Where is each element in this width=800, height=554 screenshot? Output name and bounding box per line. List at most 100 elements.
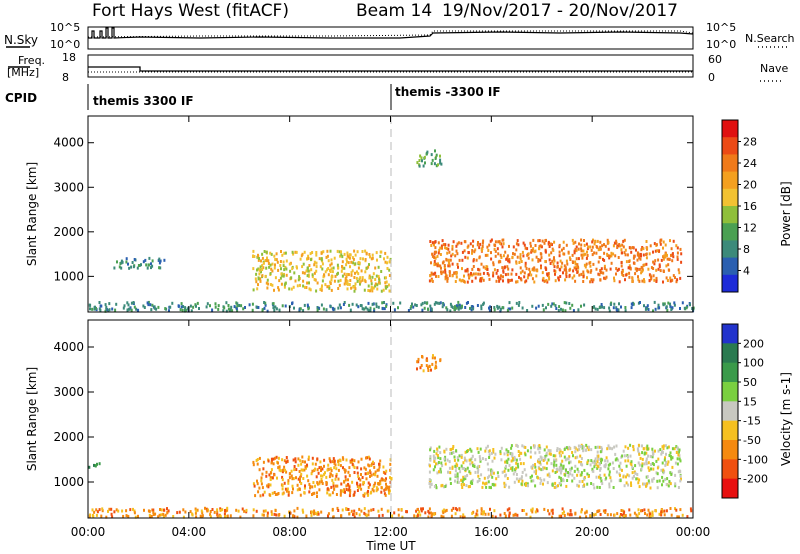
echo-cell — [494, 240, 497, 244]
echo-cell — [332, 484, 335, 488]
echo-cell — [445, 447, 448, 451]
echo-cell — [636, 473, 639, 476]
echo-cell — [540, 245, 543, 249]
echo-cell — [553, 458, 555, 462]
echo-cell — [618, 280, 621, 284]
echo-cell — [373, 307, 376, 311]
echo-cell — [515, 473, 518, 476]
echo-cell — [479, 457, 482, 461]
echo-cell — [154, 512, 157, 516]
echo-cell — [357, 305, 360, 309]
echo-cell — [565, 275, 568, 279]
echo-cell — [654, 249, 657, 253]
echo-cell — [328, 284, 331, 288]
echo-cell — [672, 239, 675, 243]
echo-cell — [369, 469, 371, 473]
echo-cell — [146, 266, 149, 270]
echo-cell — [578, 447, 581, 451]
echo-cell — [279, 469, 282, 473]
echo-cell — [603, 306, 606, 310]
echo-cell — [416, 508, 419, 511]
echo-cell — [276, 492, 279, 496]
echo-cell — [425, 364, 428, 368]
echo-cell — [280, 282, 283, 286]
echo-cell — [122, 514, 125, 518]
echo-cell — [529, 450, 532, 454]
echo-cell — [495, 279, 498, 283]
echo-cell — [265, 281, 268, 285]
echo-cell — [367, 284, 370, 288]
echo-cell — [636, 477, 639, 481]
echo-cell — [451, 262, 454, 266]
echo-cell — [532, 238, 535, 242]
echo-cell — [334, 477, 337, 481]
echo-cell — [229, 514, 232, 518]
echo-cell — [294, 460, 297, 464]
echo-cell — [628, 474, 631, 478]
echo-cell — [671, 278, 674, 282]
echo-cell — [676, 446, 679, 450]
echo-cell — [597, 260, 600, 264]
echo-cell — [460, 279, 463, 283]
echo-cell — [676, 457, 679, 461]
echo-cell — [194, 511, 197, 515]
echo-cell — [437, 456, 440, 460]
power-echoes — [88, 149, 695, 313]
echo-cell — [492, 263, 495, 267]
echo-cell — [406, 510, 408, 514]
echo-cell — [295, 250, 298, 254]
echo-cell — [271, 283, 274, 287]
echo-cell — [116, 260, 118, 264]
colorbar-tick-label: 8 — [743, 243, 750, 256]
echo-cell — [148, 256, 151, 260]
echo-cell — [351, 480, 354, 484]
echo-cell — [663, 509, 666, 513]
echo-cell — [388, 289, 391, 293]
echo-cell — [504, 250, 507, 254]
echo-cell — [446, 308, 449, 312]
echo-cell — [275, 455, 278, 459]
echo-cell — [410, 305, 413, 308]
echo-cell — [550, 509, 553, 513]
echo-cell — [335, 472, 338, 476]
echo-cell — [635, 513, 638, 517]
echo-cell — [679, 474, 682, 478]
echo-cell — [674, 507, 676, 511]
echo-cell — [442, 302, 445, 305]
echo-cell — [549, 452, 552, 456]
echo-cell — [341, 255, 344, 259]
echo-cell — [646, 482, 649, 486]
echo-cell — [259, 277, 262, 281]
x-axis: 00:00 04:00 08:00 12:00 16:00 20:00 00:00 — [71, 116, 710, 539]
echo-cell — [477, 267, 480, 271]
echo-cell — [320, 465, 322, 469]
echo-cell — [452, 445, 455, 448]
echo-cell — [217, 304, 220, 308]
echo-cell — [466, 466, 469, 470]
echo-cell — [540, 264, 542, 268]
echo-cell — [641, 462, 644, 466]
echo-cell — [473, 463, 476, 467]
echo-cell — [364, 258, 367, 261]
echo-cell — [304, 465, 307, 469]
echo-cell — [437, 163, 439, 167]
echo-cell — [511, 468, 514, 472]
echo-cell — [273, 288, 275, 292]
echo-cell — [237, 509, 240, 513]
echo-cell — [382, 470, 385, 474]
echo-cell — [633, 511, 636, 515]
echo-cell — [447, 243, 450, 247]
echo-cell — [664, 243, 667, 247]
echo-cell — [341, 489, 344, 493]
echo-cell — [502, 275, 504, 279]
echo-cell — [529, 515, 532, 519]
echo-cell — [306, 474, 309, 478]
echo-cell — [488, 309, 491, 313]
echo-cell — [643, 278, 645, 282]
echo-cell — [543, 279, 546, 283]
echo-cell — [547, 458, 550, 462]
echo-cell — [538, 444, 541, 447]
echo-cell — [180, 302, 183, 306]
echo-cell — [547, 272, 550, 275]
echo-cell — [449, 482, 452, 485]
